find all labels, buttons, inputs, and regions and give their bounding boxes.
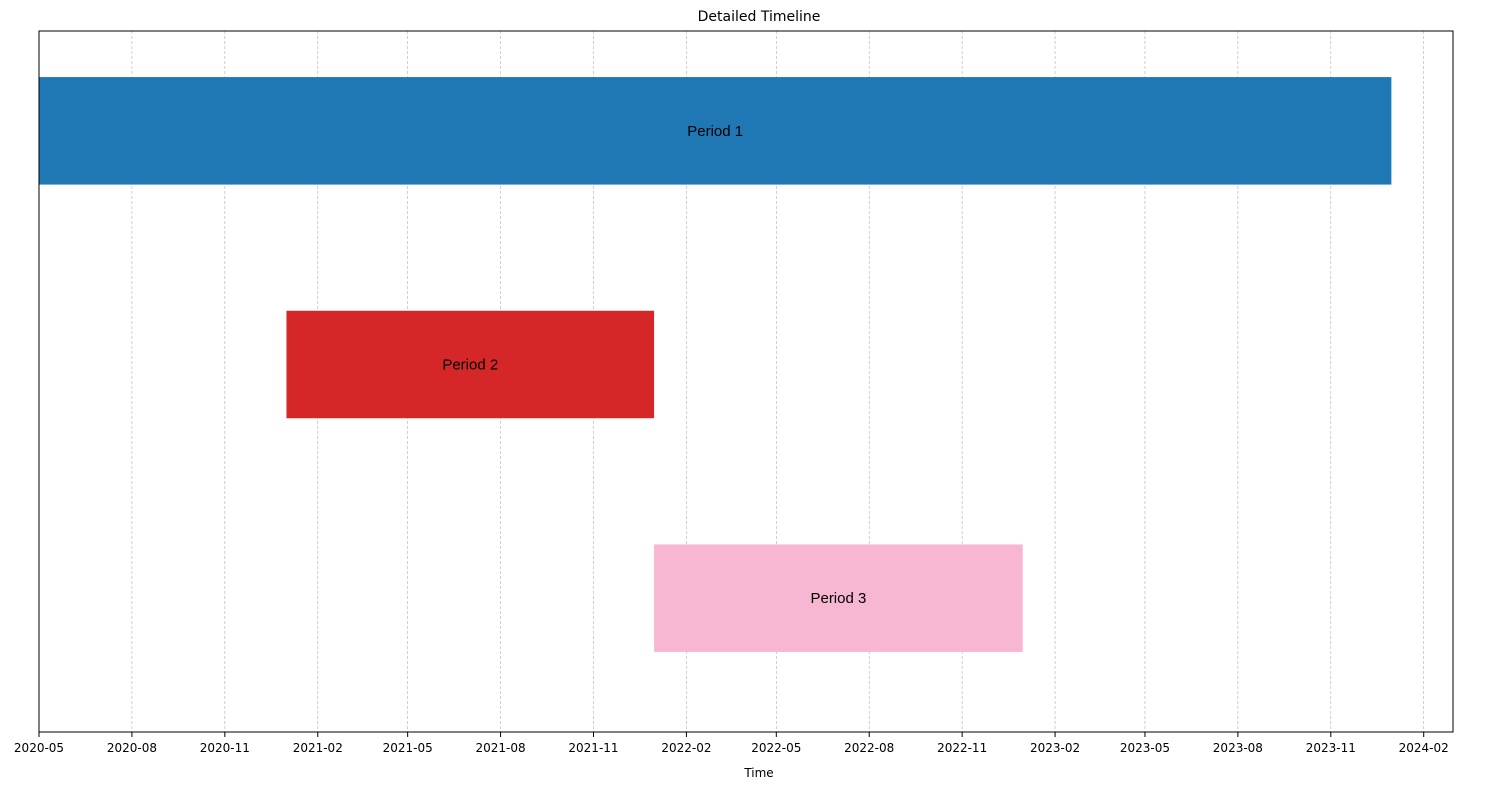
period-bar-1 xyxy=(39,77,1392,185)
plot-frame xyxy=(38,30,1454,733)
chart-title: Detailed Timeline xyxy=(698,9,821,25)
x-tick-label-2020-11: 2020-11 xyxy=(200,741,250,755)
period-bar-3 xyxy=(654,544,1023,652)
x-tick-label-2022-02: 2022-02 xyxy=(661,741,711,755)
x-tick-label-2021-02: 2021-02 xyxy=(293,741,343,755)
period-labels: Period 1 Period 2 Period 3 xyxy=(442,123,866,607)
x-tick-label-2021-05: 2021-05 xyxy=(383,741,433,755)
x-tick-label-2023-08: 2023-08 xyxy=(1213,741,1263,755)
x-tick-label-2022-11: 2022-11 xyxy=(937,741,987,755)
period-label-1: Period 1 xyxy=(687,123,743,140)
x-tick-label-2023-02: 2023-02 xyxy=(1030,741,1080,755)
x-tick-label-2022-05: 2022-05 xyxy=(751,741,801,755)
x-tick-label-2020-05: 2020-05 xyxy=(14,741,64,755)
x-tick-label-2022-08: 2022-08 xyxy=(844,741,894,755)
period-bars xyxy=(39,77,1392,652)
x-tick-label-2024-02: 2024-02 xyxy=(1399,741,1449,755)
x-axis-ticks: 2020-05 2020-08 2020-11 2021-02 2021-05 2021-… xyxy=(14,732,1449,755)
x-tick-label-2021-08: 2021-08 xyxy=(475,741,525,755)
x-tick-label-2020-08: 2020-08 xyxy=(107,741,157,755)
period-label-3: Period 3 xyxy=(810,590,866,607)
period-label-2: Period 2 xyxy=(442,357,498,374)
period-bar-2 xyxy=(286,310,655,419)
x-tick-label-2021-11: 2021-11 xyxy=(568,741,618,755)
x-tick-label-2023-11: 2023-11 xyxy=(1306,741,1356,755)
x-tick-label-2023-05: 2023-05 xyxy=(1120,741,1170,755)
x-axis-label: Time xyxy=(743,766,773,780)
